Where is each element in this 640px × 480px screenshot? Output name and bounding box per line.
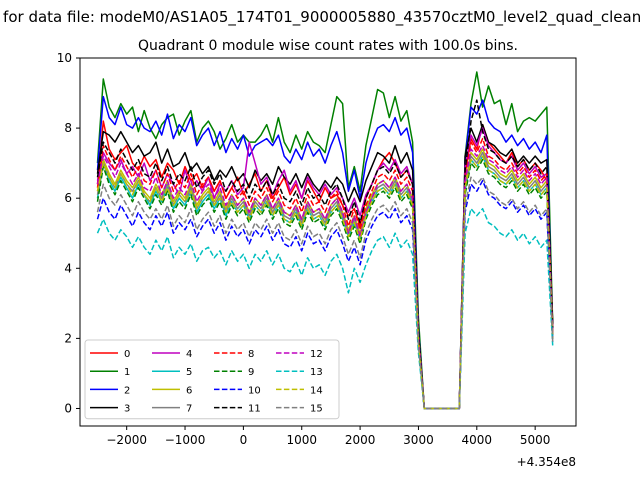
series-line-11: [96, 99, 554, 410]
x-tick-label: −2000: [106, 433, 147, 447]
legend-label-5: 5: [186, 367, 192, 378]
x-offset-label: +4.354e8: [517, 455, 576, 469]
series-line-12: [96, 144, 554, 410]
legend-label-7: 7: [186, 404, 192, 415]
legend-label-4: 4: [186, 349, 192, 360]
y-tick-label: 4: [64, 261, 72, 275]
series-line-0: [96, 120, 554, 410]
x-tick-label: 1000: [286, 433, 317, 447]
series-line-2: [96, 95, 554, 410]
series-line-3: [96, 123, 554, 410]
series-line-8: [96, 137, 554, 410]
legend-label-15: 15: [310, 404, 323, 415]
legend-label-2: 2: [124, 385, 130, 396]
x-tick-label: 2000: [345, 433, 376, 447]
legend-frame: [84, 339, 340, 420]
x-tick-label: 5000: [520, 433, 551, 447]
legend-label-11: 11: [248, 404, 261, 415]
x-tick-label: 3000: [403, 433, 434, 447]
axes-frame: [79, 57, 577, 427]
legend-label-14: 14: [310, 385, 323, 396]
legend-label-6: 6: [186, 385, 192, 396]
legend-label-9: 9: [248, 367, 254, 378]
y-tick-label: 0: [64, 401, 72, 415]
series-line-14: [96, 155, 554, 410]
chart-title: Quadrant 0 module wise count rates with …: [138, 38, 518, 54]
series-line-15: [96, 176, 554, 410]
y-tick-label: 6: [64, 191, 72, 205]
plot-area: −2000 −1000 0 1000 2000 3000 4000 5000 0246810 …: [57, 51, 577, 469]
y-tick-label: 2: [64, 331, 72, 345]
legend-label-8: 8: [248, 349, 254, 360]
y-tick-label: 10: [57, 51, 72, 65]
figure-suptitle: Plot for data file: modeM0/AS1A05_174T01…: [0, 8, 640, 27]
series-line-6: [96, 148, 554, 410]
x-tick-label: 4000: [462, 433, 493, 447]
series-line-13: [96, 207, 554, 410]
y-tick-label: 8: [64, 121, 72, 135]
legend-label-10: 10: [248, 385, 261, 396]
legend-label-1: 1: [124, 367, 130, 378]
legend-label-13: 13: [310, 367, 323, 378]
x-tick-label: −1000: [165, 433, 206, 447]
legend-label-3: 3: [124, 404, 130, 415]
x-axis: −2000 −1000 0 1000 2000 3000 4000 5000: [106, 426, 550, 447]
series-layer: [96, 71, 554, 410]
y-axis: 0 2 4 6 8 10: [57, 51, 80, 415]
series-line-10: [96, 179, 554, 410]
series-line-9: [96, 158, 554, 410]
x-tick-label: 0: [240, 433, 248, 447]
series-line-1: [96, 71, 554, 410]
legend-label-12: 12: [310, 349, 323, 360]
legend-label-0: 0: [124, 349, 130, 360]
